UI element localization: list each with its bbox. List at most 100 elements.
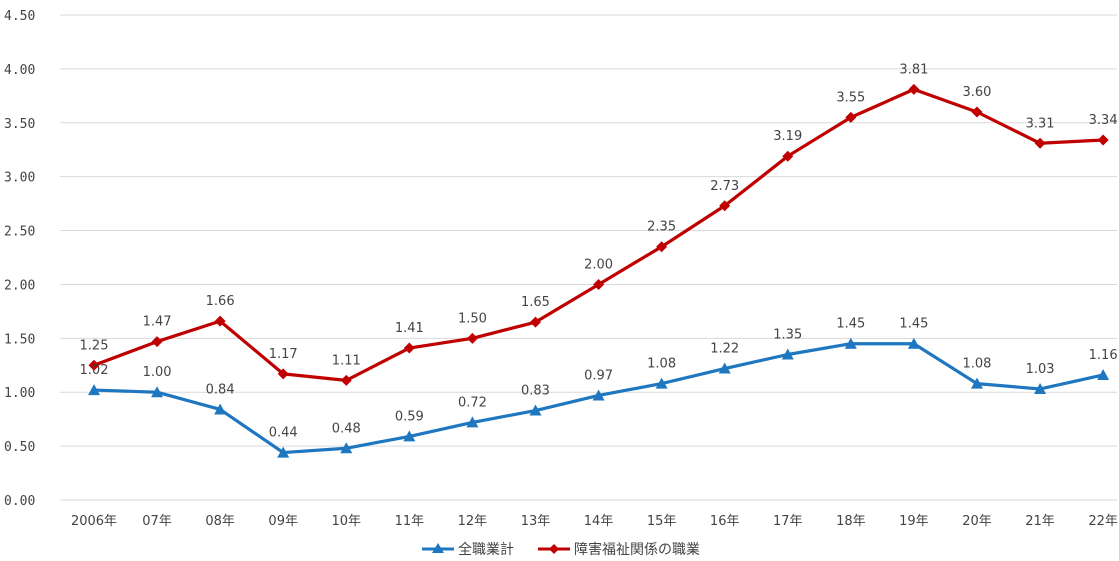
y-tick-label: 0.50 xyxy=(4,440,35,455)
data-label: 0.44 xyxy=(269,426,298,441)
data-point-triangle xyxy=(214,403,227,415)
y-tick-label: 0.00 xyxy=(4,494,35,509)
data-label: 0.48 xyxy=(332,421,361,436)
data-label: 1.00 xyxy=(143,365,172,380)
data-point-diamond xyxy=(466,332,478,344)
data-point-diamond xyxy=(403,342,415,354)
data-point-triangle xyxy=(655,377,668,389)
data-point-diamond xyxy=(88,359,100,371)
data-point-diamond xyxy=(845,111,857,123)
data-point-diamond xyxy=(277,368,289,380)
data-label: 3.81 xyxy=(899,62,928,77)
x-tick-label: 16年 xyxy=(710,514,740,529)
data-point-triangle xyxy=(844,337,857,349)
data-point-triangle xyxy=(781,348,794,360)
data-label: 1.16 xyxy=(1089,348,1118,363)
x-tick-label: 07年 xyxy=(142,514,172,529)
y-tick-label: 3.00 xyxy=(4,171,35,186)
data-point-diamond xyxy=(719,200,731,212)
data-label: 1.17 xyxy=(269,347,298,362)
data-point-diamond xyxy=(529,316,541,328)
y-tick-label: 2.00 xyxy=(4,278,35,293)
data-point-diamond xyxy=(593,278,605,290)
data-point-diamond xyxy=(908,83,920,95)
x-tick-label: 12年 xyxy=(458,514,488,529)
data-point-triangle xyxy=(1097,368,1110,380)
y-tick-label: 1.00 xyxy=(4,386,35,401)
data-point-diamond xyxy=(1097,134,1109,146)
x-tick-label: 13年 xyxy=(521,514,551,529)
legend-item-welfare-occupations: 障害福祉関係の職業 xyxy=(538,542,700,558)
x-axis-ticks: 2006年 07年 08年 09年 10年 11年 12年 13年 14年 15年 16年 17年 18… xyxy=(71,514,1118,529)
y-tick-label: 1.50 xyxy=(4,332,35,347)
data-point-triangle xyxy=(466,416,479,428)
data-label: 1.65 xyxy=(521,295,550,310)
data-point-diamond xyxy=(1034,137,1046,149)
data-point-triangle xyxy=(1034,382,1047,394)
data-label: 1.02 xyxy=(80,363,109,378)
data-label: 2.35 xyxy=(647,220,676,235)
series-layer xyxy=(88,83,1110,458)
data-labels: 1.02 1.00 0.84 0.44 0.48 0.59 0.72 0.83 0.97 1.08… xyxy=(80,62,1118,440)
x-tick-label: 2006年 xyxy=(71,514,117,529)
data-point-triangle xyxy=(907,337,920,349)
data-point-diamond xyxy=(340,374,352,386)
data-label: 1.45 xyxy=(899,317,928,332)
data-label: 0.83 xyxy=(521,384,550,399)
data-label: 3.60 xyxy=(963,85,992,100)
data-point-diamond xyxy=(656,241,668,253)
legend-diamond-icon xyxy=(549,544,559,554)
legend-triangle-icon xyxy=(432,543,444,553)
legend: 全職業計 障害福祉関係の職業 xyxy=(422,541,700,558)
data-point-triangle xyxy=(403,430,416,442)
data-label: 3.34 xyxy=(1089,113,1118,128)
data-point-triangle xyxy=(340,442,353,454)
x-tick-label: 21年 xyxy=(1025,514,1055,529)
data-point-triangle xyxy=(592,389,605,401)
data-label: 1.66 xyxy=(206,294,235,309)
data-point-diamond xyxy=(214,315,226,327)
y-axis-ticks: 0.00 0.50 1.00 1.50 2.00 2.50 3.00 3.50 4.00 4.50 xyxy=(4,9,35,509)
data-point-triangle xyxy=(970,377,983,389)
data-label: 1.11 xyxy=(332,353,361,368)
data-label: 1.47 xyxy=(143,315,172,330)
x-tick-label: 15年 xyxy=(647,514,677,529)
data-label: 1.41 xyxy=(395,321,424,336)
legend-item-all-occupations: 全職業計 xyxy=(422,541,514,558)
data-point-triangle xyxy=(529,404,542,416)
legend-label-all-occupations: 全職業計 xyxy=(458,541,514,558)
legend-label-welfare-occupations: 障害福祉関係の職業 xyxy=(574,542,700,558)
data-point-triangle xyxy=(718,362,731,374)
x-tick-label: 11年 xyxy=(395,514,425,529)
data-point-diamond xyxy=(971,106,983,118)
x-tick-label: 08年 xyxy=(205,514,235,529)
x-tick-label: 17年 xyxy=(773,514,803,529)
data-label: 0.84 xyxy=(206,382,235,397)
data-point-diamond xyxy=(151,336,163,348)
data-label: 0.72 xyxy=(458,395,487,410)
series-line-1 xyxy=(93,87,1104,382)
y-tick-label: 3.50 xyxy=(4,117,35,132)
data-point-diamond xyxy=(782,150,794,162)
x-tick-label: 18年 xyxy=(836,514,866,529)
data-point-triangle xyxy=(151,386,164,398)
data-label: 3.55 xyxy=(836,90,865,105)
data-label: 1.08 xyxy=(963,357,992,372)
x-tick-label: 10年 xyxy=(332,514,362,529)
x-tick-label: 22年 xyxy=(1088,514,1118,529)
data-label: 3.19 xyxy=(773,129,802,144)
data-label: 1.45 xyxy=(836,317,865,332)
y-tick-label: 4.50 xyxy=(4,9,35,24)
data-label: 1.22 xyxy=(710,342,739,357)
x-tick-label: 09年 xyxy=(268,514,298,529)
data-label: 0.97 xyxy=(584,368,613,383)
gridlines xyxy=(60,14,1117,501)
y-tick-label: 4.00 xyxy=(4,63,35,78)
data-label: 2.73 xyxy=(710,179,739,194)
y-tick-label: 2.50 xyxy=(4,225,35,240)
x-tick-label: 20年 xyxy=(962,514,992,529)
data-label: 2.00 xyxy=(584,257,613,272)
data-label: 1.08 xyxy=(647,357,676,372)
data-label: 1.03 xyxy=(1026,362,1055,377)
data-label: 1.25 xyxy=(80,338,109,353)
